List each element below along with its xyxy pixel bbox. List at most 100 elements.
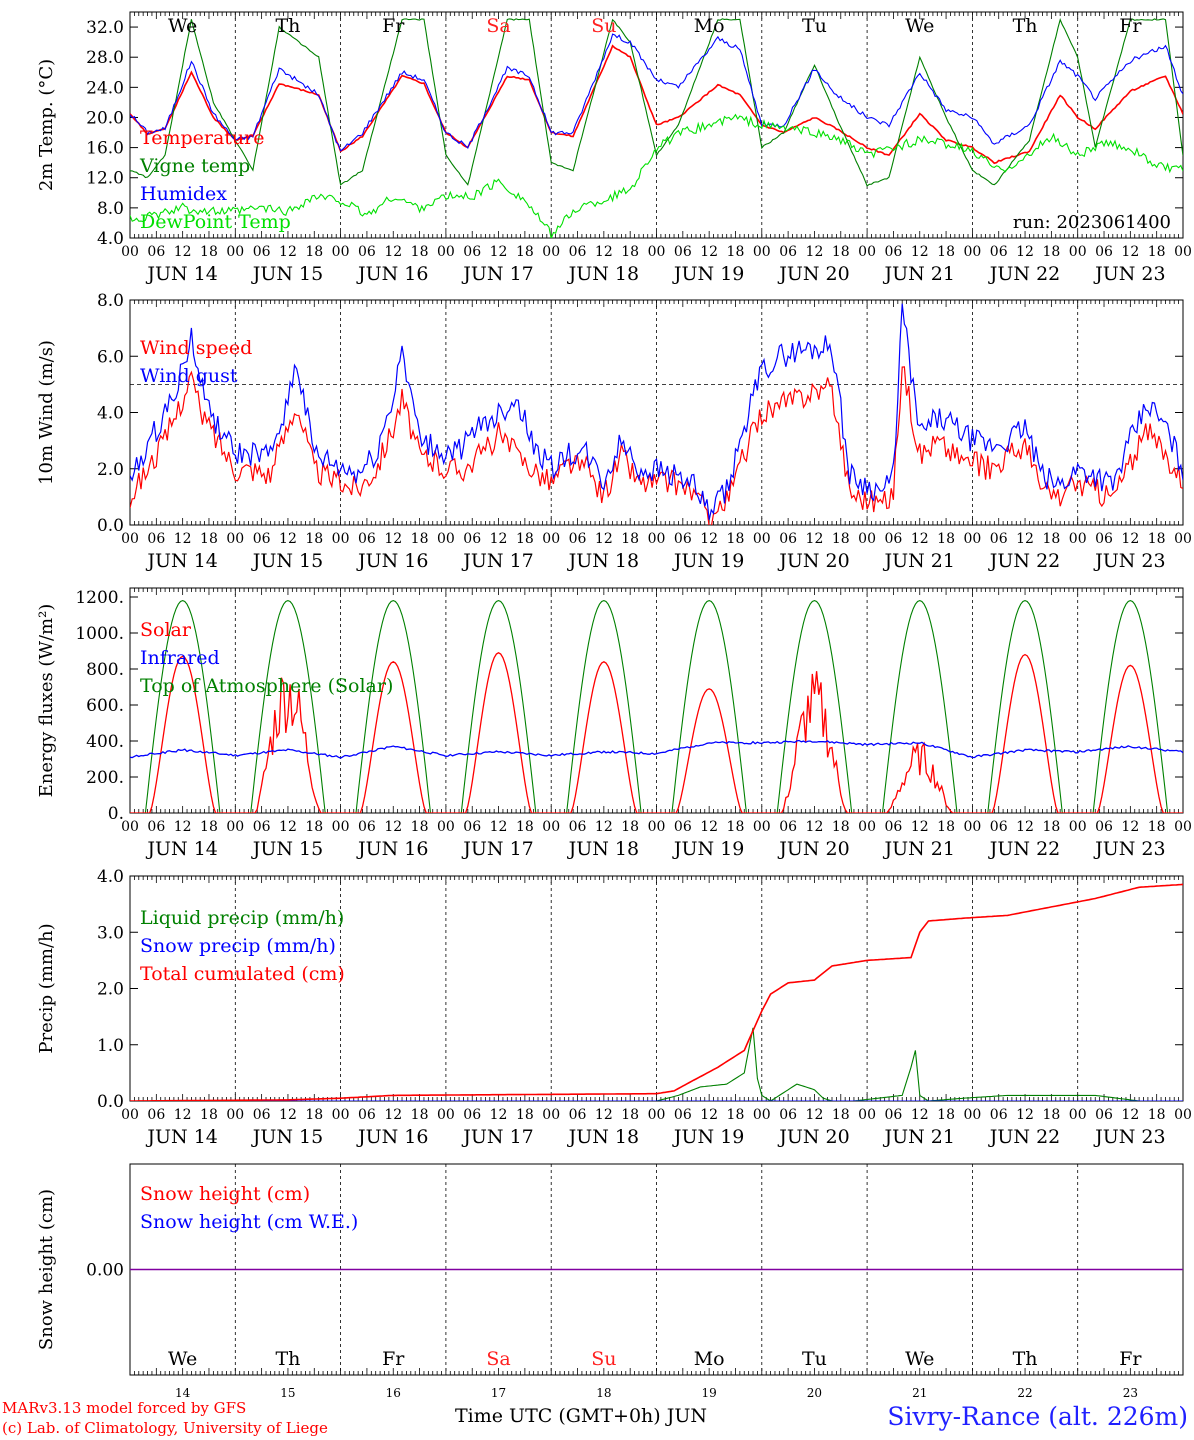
y-tick-label: 3.0 — [97, 923, 124, 943]
legend-entry: Wind gust — [140, 365, 238, 387]
day-number: 20 — [807, 1386, 822, 1400]
date-label: JUN 17 — [461, 263, 533, 285]
y-tick-label: 4.0 — [97, 867, 124, 887]
date-label: JUN 17 — [461, 550, 533, 572]
series-solar — [130, 652, 1183, 813]
hour-label: 18 — [1148, 244, 1166, 260]
hour-label: 18 — [200, 531, 218, 547]
hour-label: 18 — [621, 819, 639, 835]
weekday-label: We — [168, 15, 197, 37]
legend-entry: Humidex — [140, 183, 227, 205]
hour-label: 06 — [358, 244, 376, 260]
plot-frame — [129, 587, 1184, 814]
hour-label: 00 — [332, 819, 350, 835]
weekday-label: Fr — [1119, 1348, 1142, 1370]
date-label: JUN 20 — [777, 263, 849, 285]
hour-label: 00 — [437, 531, 455, 547]
hour-label: 18 — [727, 244, 745, 260]
series-liquid-precip-mm-h- — [130, 1027, 1183, 1101]
hour-label: 18 — [832, 244, 850, 260]
hour-label: 00 — [753, 1107, 771, 1123]
series-infrared — [130, 739, 1183, 759]
series-total-cumulated-cm- — [130, 883, 1183, 1101]
y-tick-label: 20.0 — [86, 108, 124, 128]
hour-label: 12 — [911, 1107, 929, 1123]
date-label: JUN 15 — [251, 1126, 323, 1148]
hour-label: 18 — [937, 531, 955, 547]
hour-label: 18 — [1042, 531, 1060, 547]
y-tick-label: 600. — [86, 696, 124, 716]
weekday-label: Mo — [694, 1348, 725, 1370]
weekday-label: Fr — [382, 1348, 405, 1370]
hour-label: 12 — [1016, 1107, 1034, 1123]
hour-label: 18 — [832, 531, 850, 547]
date-label: JUN 20 — [777, 550, 849, 572]
hour-label: 00 — [1069, 531, 1087, 547]
legend-entry: Infrared — [140, 647, 220, 669]
hour-label: 18 — [1148, 531, 1166, 547]
hour-label: 12 — [384, 1107, 402, 1123]
lab-credit: (c) Lab. of Climatology, University of L… — [2, 1419, 328, 1437]
date-label: JUN 14 — [145, 550, 217, 572]
date-label: JUN 20 — [777, 1126, 849, 1148]
hour-label: 12 — [174, 244, 192, 260]
hour-label: 06 — [885, 244, 903, 260]
weekday-label: Su — [591, 1348, 616, 1370]
hour-label: 18 — [937, 1107, 955, 1123]
hour-label: 18 — [621, 531, 639, 547]
hour-label: 12 — [174, 819, 192, 835]
hour-label: 12 — [279, 244, 297, 260]
y-tick-label: 2.0 — [97, 460, 124, 480]
hour-label: 12 — [1121, 531, 1139, 547]
hour-label: 12 — [279, 819, 297, 835]
hour-label: 12 — [595, 1107, 613, 1123]
legend-entry: Snow precip (mm/h) — [140, 935, 336, 957]
series-humidex — [130, 33, 1183, 152]
y-tick-label: 0.0 — [97, 1092, 124, 1112]
legend-entry: Snow height (cm W.E.) — [140, 1211, 358, 1233]
weekday-label: Mo — [694, 15, 725, 37]
date-label: JUN 17 — [461, 1126, 533, 1148]
hour-label: 06 — [779, 244, 797, 260]
hour-label: 18 — [832, 819, 850, 835]
hour-label: 00 — [753, 819, 771, 835]
date-label: JUN 20 — [777, 838, 849, 860]
weekday-label: Fr — [382, 15, 405, 37]
weekday-label: Tu — [802, 1348, 827, 1370]
weekday-label: We — [905, 1348, 934, 1370]
y-tick-label: 0. — [108, 804, 124, 824]
y-axis-label: 10m Wind (m/s) — [36, 340, 57, 485]
meteogram-figure: 4.0 8.0 12.0 16.0 20.0 24.0 28.0 32.0 2m Temp. (… — [36, 11, 1192, 1400]
hour-label: 18 — [727, 1107, 745, 1123]
series-dewpoint-temp — [130, 113, 1183, 238]
hour-label: 18 — [832, 1107, 850, 1123]
day-number: 19 — [702, 1386, 717, 1400]
date-label: JUN 21 — [883, 838, 955, 860]
hour-label: 06 — [253, 1107, 271, 1123]
hour-label: 06 — [463, 819, 481, 835]
hour-label: 06 — [253, 244, 271, 260]
hour-label: 06 — [779, 819, 797, 835]
hour-label: 12 — [174, 1107, 192, 1123]
hour-label: 00 — [1069, 244, 1087, 260]
hour-label: 18 — [1148, 1107, 1166, 1123]
hour-label: 00 — [648, 531, 666, 547]
hour-label: 00 — [226, 244, 244, 260]
hour-label: 00 — [648, 1107, 666, 1123]
hour-label: 00 — [332, 531, 350, 547]
day-number: 23 — [1123, 1386, 1138, 1400]
hour-label: 00 — [1069, 1107, 1087, 1123]
hour-label: 18 — [411, 1107, 429, 1123]
hour-label: 06 — [569, 819, 587, 835]
hour-label: 12 — [1121, 244, 1139, 260]
hour-label: 06 — [990, 244, 1008, 260]
hour-label: 06 — [779, 1107, 797, 1123]
hour-label: 18 — [937, 244, 955, 260]
run-label: run: 2023061400 — [1013, 212, 1171, 233]
hour-label: 18 — [411, 531, 429, 547]
y-tick-label: 4.0 — [97, 229, 124, 249]
hour-label: 00 — [648, 819, 666, 835]
hour-label: 00 — [226, 819, 244, 835]
date-label: JUN 21 — [883, 1126, 955, 1148]
date-label: JUN 23 — [1093, 1126, 1165, 1148]
